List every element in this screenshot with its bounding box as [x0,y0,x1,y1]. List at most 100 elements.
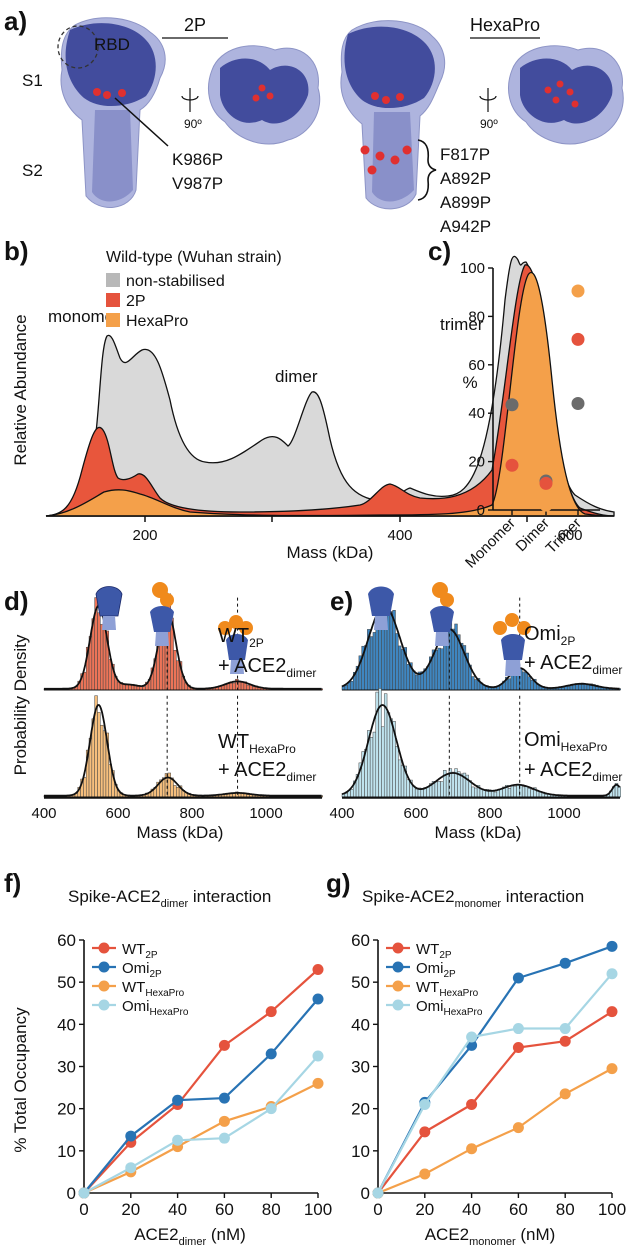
spike-ace2-dimer-icon-e [493,613,531,676]
spike-trimer-icon-e [368,586,394,630]
g-axes: 0 10 20 30 40 50 60 0 20 40 60 80 100 [351,931,626,1219]
ytick-label: 40 [57,1015,76,1034]
histogram-bar [437,781,441,798]
e-bottom-label: OmiHexaPro [524,729,608,754]
e-top-ace2: + ACE2dimer [524,652,622,677]
histogram-bar [527,676,531,691]
series-point-wthexapro [218,1115,230,1127]
legend-marker [98,942,110,954]
histogram-bar [471,676,475,691]
series-line-omi2p [377,945,613,1194]
histogram-bar [474,679,478,691]
g-xlabel: ACE2monomer (nM) [425,1225,556,1248]
series-point-wthexapro [466,1143,478,1155]
mutation-2p-1: K986P [172,150,223,169]
s2-label: S2 [22,161,43,180]
panel-f: f) Spike-ACE2dimer interaction % Total O… [4,868,332,1248]
d-bottom-histogram [43,695,323,798]
series-line-wt2p [83,968,319,1194]
legend-label: Omi2P [416,960,456,980]
c-ytick-label: 0 [477,502,485,519]
histogram-bar [223,684,228,691]
ytick-label: 30 [351,1058,370,1077]
d-xtick-400: 400 [31,805,56,822]
annotation-trimer: trimer [440,315,484,334]
histogram-bar [232,682,236,691]
histogram-bar [102,730,107,798]
panel-b: b) Relative Abundance 200 400 600 Mass (… [4,236,615,562]
e-xtick-800: 800 [477,805,502,822]
histogram-bar [139,686,143,691]
xtick-label: 60 [215,1200,234,1219]
panel-g-letter: g) [326,868,351,898]
rotation-label-1: 90º [184,117,202,131]
panel-f-letter: f) [4,868,21,898]
f-xlabel: ACE2dimer (nM) [134,1225,246,1248]
histogram-bar [102,629,107,691]
panel-d-letter: d) [4,586,29,616]
c-point-2p [539,476,553,490]
rotation-label-2: 90º [480,117,498,131]
histogram-bar [398,759,402,798]
series-point-omihexapro [512,1023,524,1035]
series-line-omihexapro [377,972,613,1194]
histogram-bar [474,787,478,798]
histogram-bar [530,789,534,798]
series-point-omihexapro [125,1162,137,1174]
histogram-bar [100,624,104,691]
d-xlabel: Mass (kDa) [137,823,224,842]
legend-label: WTHexaPro [416,979,479,999]
xtick-label: 40 [168,1200,187,1219]
panel-c-letter: c) [428,236,451,266]
histogram-bar [100,724,104,798]
histogram-bar [369,636,374,691]
ytick-label: 0 [67,1184,76,1203]
legend-marker [392,961,404,973]
f-title: Spike-ACE2dimer interaction [68,887,271,910]
c-ytick-label: 60 [468,357,485,374]
series-point-omihexapro [265,1103,277,1115]
xtick-label: 80 [262,1200,281,1219]
e-bottom-histogram [341,688,621,798]
ytick-label: 0 [361,1184,370,1203]
histogram-bar [434,649,438,691]
legend-marker [392,999,404,1011]
c-ytick-label: 40 [468,405,485,422]
legend-marker [392,980,404,992]
histogram-bar [400,764,405,798]
rbd-circle [57,25,99,69]
histogram-bar [252,686,256,691]
spike-ace2-dimer-icon [218,615,253,674]
histogram-bar [414,788,419,798]
rotate-90-icon-2 [479,88,497,112]
panel-e: e) Omi2P + ACE2dimer OmiHexaPro + ACE2di… [329,582,622,842]
series-point-wthexapro [606,1063,618,1075]
series-point-wt2p [512,1042,524,1054]
histogram-bar [535,790,540,798]
histogram-bar [83,777,87,798]
c-ylabel: % [462,373,477,392]
histogram-bar [381,625,385,691]
legend-label: OmiHexaPro [122,998,189,1018]
histogram-bar [524,672,529,691]
mutation-hexapro-3: A899P [440,193,491,212]
series-point-omihexapro [312,1050,324,1062]
d-xtick-600: 600 [105,805,130,822]
ytick-label: 50 [57,973,76,992]
c-point-non-stabilised [505,398,519,412]
histogram-bar [513,785,517,798]
histogram-bar [426,666,430,691]
c-point-hexapro [539,498,553,512]
panel-b-ylabel: Relative Abundance [11,314,30,465]
b-legend-2: HexaPro [126,313,188,330]
histogram-bar [406,664,410,691]
e-xtick-600: 600 [403,805,428,822]
xtick-label: 80 [556,1200,575,1219]
f-ylabel: % Total Occupancy [11,1007,30,1153]
histogram-bar [482,789,486,798]
xtick-label: 60 [509,1200,528,1219]
annotation-monomer: monomer [48,307,120,326]
series-line-omi2p [83,998,319,1194]
c-xtick-label: Monomer [462,515,519,572]
